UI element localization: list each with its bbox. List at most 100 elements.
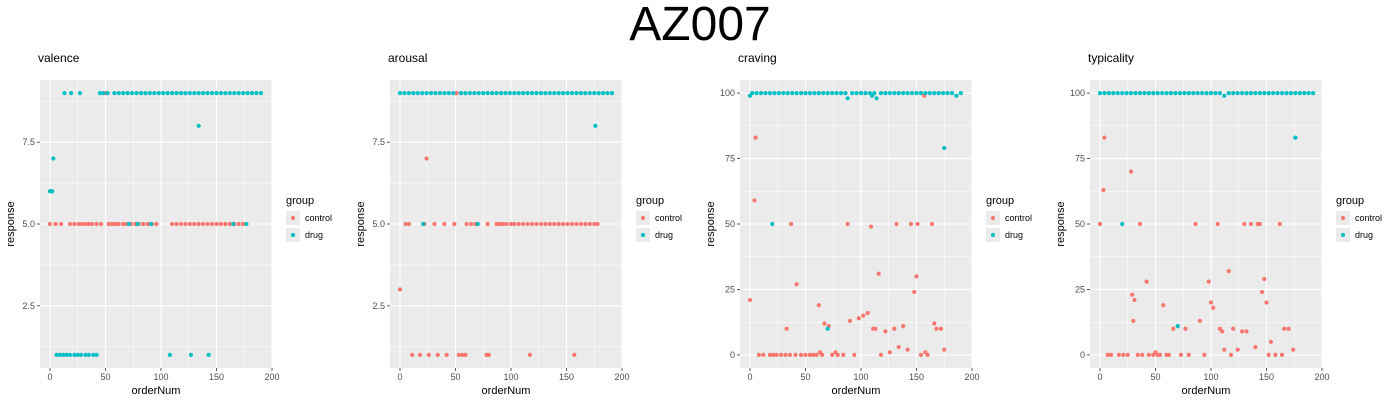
data-point-control — [778, 352, 784, 358]
data-point-drug — [86, 352, 91, 358]
data-point-drug — [825, 90, 830, 96]
y-tick-label: 0 — [1080, 350, 1085, 360]
data-point-drug — [593, 123, 598, 128]
data-point-drug — [1191, 90, 1196, 96]
facet-arousal: arousal 0 50 100 150 200 2.5 5.0 7.5 orderNum resp… — [355, 51, 682, 397]
data-point-drug — [397, 90, 403, 96]
data-point-control — [1273, 352, 1278, 358]
data-point-drug — [244, 221, 249, 227]
x-tick-label: 100 — [153, 372, 168, 382]
data-point-control — [227, 221, 232, 227]
data-point-control — [878, 352, 884, 358]
page-title: AZ007 — [629, 0, 771, 51]
data-point-control — [1282, 326, 1287, 331]
data-point-drug — [62, 90, 67, 96]
data-point-control — [1279, 352, 1285, 358]
data-point-drug — [941, 90, 946, 96]
data-point-control — [1102, 135, 1107, 140]
y-tick-label: 7.5 — [372, 137, 385, 147]
data-point-drug — [874, 96, 879, 101]
data-point-drug — [830, 90, 835, 96]
facet-valence: valence 0 50 100 150 200 2.5 5.0 7.5 orderNum resp… — [5, 51, 332, 397]
data-point-control — [1144, 279, 1149, 284]
data-point-drug — [850, 90, 855, 96]
data-point-control — [454, 90, 459, 96]
data-point-drug — [838, 90, 844, 96]
data-point-control — [774, 352, 779, 358]
data-point-drug — [512, 90, 517, 96]
x-tick-label: 150 — [1259, 372, 1274, 382]
data-point-control — [1248, 221, 1254, 227]
data-point-drug — [872, 90, 877, 96]
data-point-drug — [758, 90, 764, 96]
data-point-control — [410, 352, 415, 358]
x-axis-title: orderNum — [1182, 385, 1231, 397]
data-point-control — [912, 289, 917, 295]
data-point-control — [485, 221, 490, 227]
data-point-control — [508, 221, 514, 227]
data-point-drug — [174, 90, 179, 96]
data-point-control — [932, 321, 937, 326]
legend-label-control: control — [655, 213, 682, 223]
data-point-control — [1131, 318, 1136, 323]
data-point-control — [873, 326, 878, 331]
y-tick-label: 50 — [1075, 219, 1085, 229]
data-point-control — [406, 221, 411, 227]
data-point-drug — [807, 90, 813, 96]
data-point-drug — [241, 90, 246, 96]
data-point-control — [501, 221, 506, 227]
data-point-control — [565, 221, 570, 227]
data-point-drug — [101, 90, 106, 96]
data-point-control — [1128, 169, 1134, 174]
data-point-drug — [1239, 90, 1245, 96]
data-point-drug — [945, 90, 950, 96]
data-point-drug — [1186, 90, 1191, 96]
data-point-control — [214, 221, 219, 227]
panel-title: craving — [738, 51, 777, 65]
data-point-control — [595, 221, 600, 227]
data-point-drug — [954, 93, 959, 98]
data-point-control — [47, 221, 53, 227]
data-point-drug — [78, 352, 84, 358]
x-tick-label: 0 — [397, 372, 402, 382]
data-point-control — [1206, 279, 1211, 284]
data-point-drug — [148, 221, 154, 227]
data-point-drug — [50, 189, 55, 194]
data-point-drug — [116, 90, 121, 96]
data-point-drug — [578, 90, 584, 96]
data-point-drug — [770, 221, 775, 227]
data-point-drug — [147, 90, 152, 96]
data-point-drug — [845, 96, 850, 101]
data-point-drug — [1151, 90, 1156, 96]
data-point-drug — [402, 90, 407, 96]
data-point-control — [1211, 305, 1216, 310]
data-point-drug — [596, 90, 601, 96]
data-point-drug — [67, 352, 73, 358]
data-point-control — [67, 221, 73, 227]
data-point-control — [1277, 221, 1282, 227]
legend-label-drug: drug — [1005, 230, 1023, 240]
data-point-drug — [75, 352, 80, 358]
data-point-drug — [1195, 90, 1200, 96]
data-point-drug — [420, 90, 425, 96]
legend-key-drug — [1340, 232, 1346, 238]
data-point-control — [756, 352, 761, 358]
data-point-control — [1268, 339, 1274, 344]
data-point-drug — [135, 221, 140, 227]
data-point-drug — [169, 90, 175, 96]
data-point-control — [803, 352, 808, 358]
data-point-drug — [138, 90, 144, 96]
x-axis-title: orderNum — [132, 385, 181, 397]
data-point-drug — [57, 352, 63, 358]
data-point-drug — [834, 90, 839, 96]
data-point-drug — [583, 90, 588, 96]
x-tick-label: 0 — [747, 372, 752, 382]
data-point-control — [894, 221, 899, 227]
x-axis-title: orderNum — [482, 385, 531, 397]
data-point-drug — [1302, 90, 1307, 96]
x-tick-label: 0 — [47, 372, 52, 382]
legend-key-drug — [990, 232, 996, 238]
data-point-drug — [1182, 90, 1187, 96]
y-axis-title: response — [1055, 201, 1067, 246]
data-point-control — [1137, 221, 1143, 227]
